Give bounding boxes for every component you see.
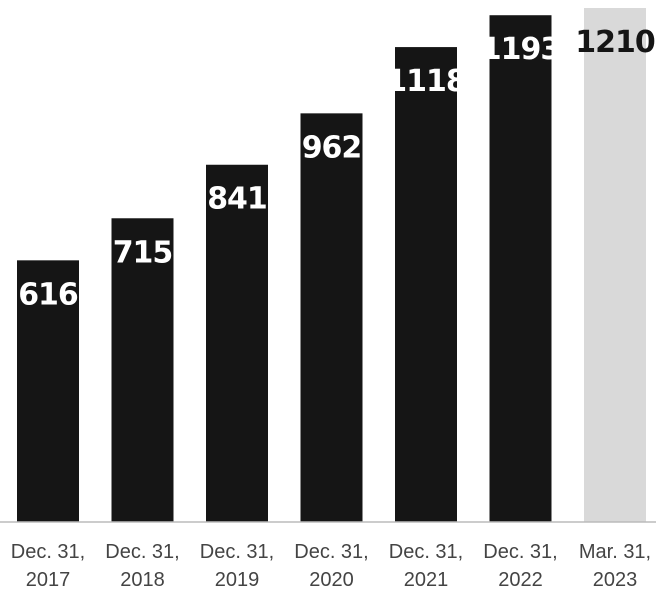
- x-tick-labels: Dec. 31, 2017 Dec. 31, 2018 Dec. 31, 2019 Dec.…: [11, 541, 651, 591]
- bar-5: [489, 15, 552, 522]
- x-tick-label-4-line-1: 2021: [404, 569, 449, 591]
- bar-value-label-1: 715: [113, 235, 173, 270]
- bar-value-label-4: 1118: [386, 64, 466, 99]
- x-tick-label-6-line-1: 2023: [593, 569, 638, 591]
- bar-3: [300, 113, 363, 523]
- x-tick-label-6-line-0: Mar. 31,: [579, 541, 651, 563]
- bar-0: [17, 260, 79, 522]
- x-tick-label-2-line-1: 2019: [215, 569, 260, 591]
- x-tick-label-4-line-0: Dec. 31,: [389, 541, 463, 563]
- x-tick-label-5-line-1: 2022: [498, 569, 543, 591]
- bar-value-label-6: 1210: [575, 25, 655, 60]
- bar-6: [584, 8, 646, 522]
- x-tick-label-0-line-0: Dec. 31,: [11, 541, 85, 563]
- x-tick-label-3-line-1: 2020: [309, 569, 354, 591]
- bar-4: [395, 47, 457, 522]
- bar-value-label-5: 1193: [481, 32, 561, 67]
- bar-2: [206, 164, 268, 522]
- bar-value-label-2: 841: [207, 182, 267, 217]
- bar-1: [111, 218, 174, 523]
- x-tick-label-3-line-0: Dec. 31,: [294, 541, 368, 563]
- x-tick-label-0-line-1: 2017: [26, 569, 71, 591]
- x-tick-label-1-line-0: Dec. 31,: [105, 541, 179, 563]
- x-tick-label-1-line-1: 2018: [120, 569, 165, 591]
- bar-value-label-3: 962: [302, 130, 362, 165]
- bar-value-label-0: 616: [18, 277, 78, 312]
- bars-group: 616 715 841 962 1118 1193 1210: [17, 8, 656, 523]
- x-tick-label-5-line-0: Dec. 31,: [483, 541, 557, 563]
- x-tick-label-2-line-0: Dec. 31,: [200, 541, 274, 563]
